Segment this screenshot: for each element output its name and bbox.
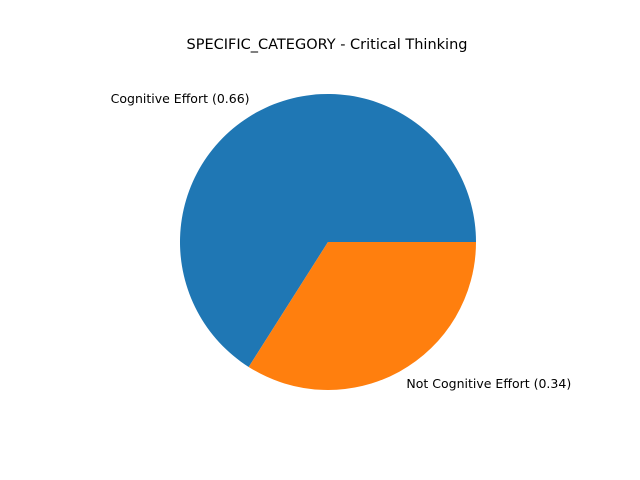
pie-slice-1	[248, 242, 476, 390]
chart-title: SPECIFIC_CATEGORY - Critical Thinking	[187, 37, 468, 53]
pie-slice-label-1: Not Cognitive Effort (0.34)	[406, 376, 571, 391]
pie-slices	[180, 93, 476, 390]
pie-slice-0	[180, 93, 476, 367]
pie-labels: Cognitive Effort (0.66) Not Cognitive Eff…	[111, 91, 572, 391]
pie-slice-label-0: Cognitive Effort (0.66)	[111, 91, 250, 106]
